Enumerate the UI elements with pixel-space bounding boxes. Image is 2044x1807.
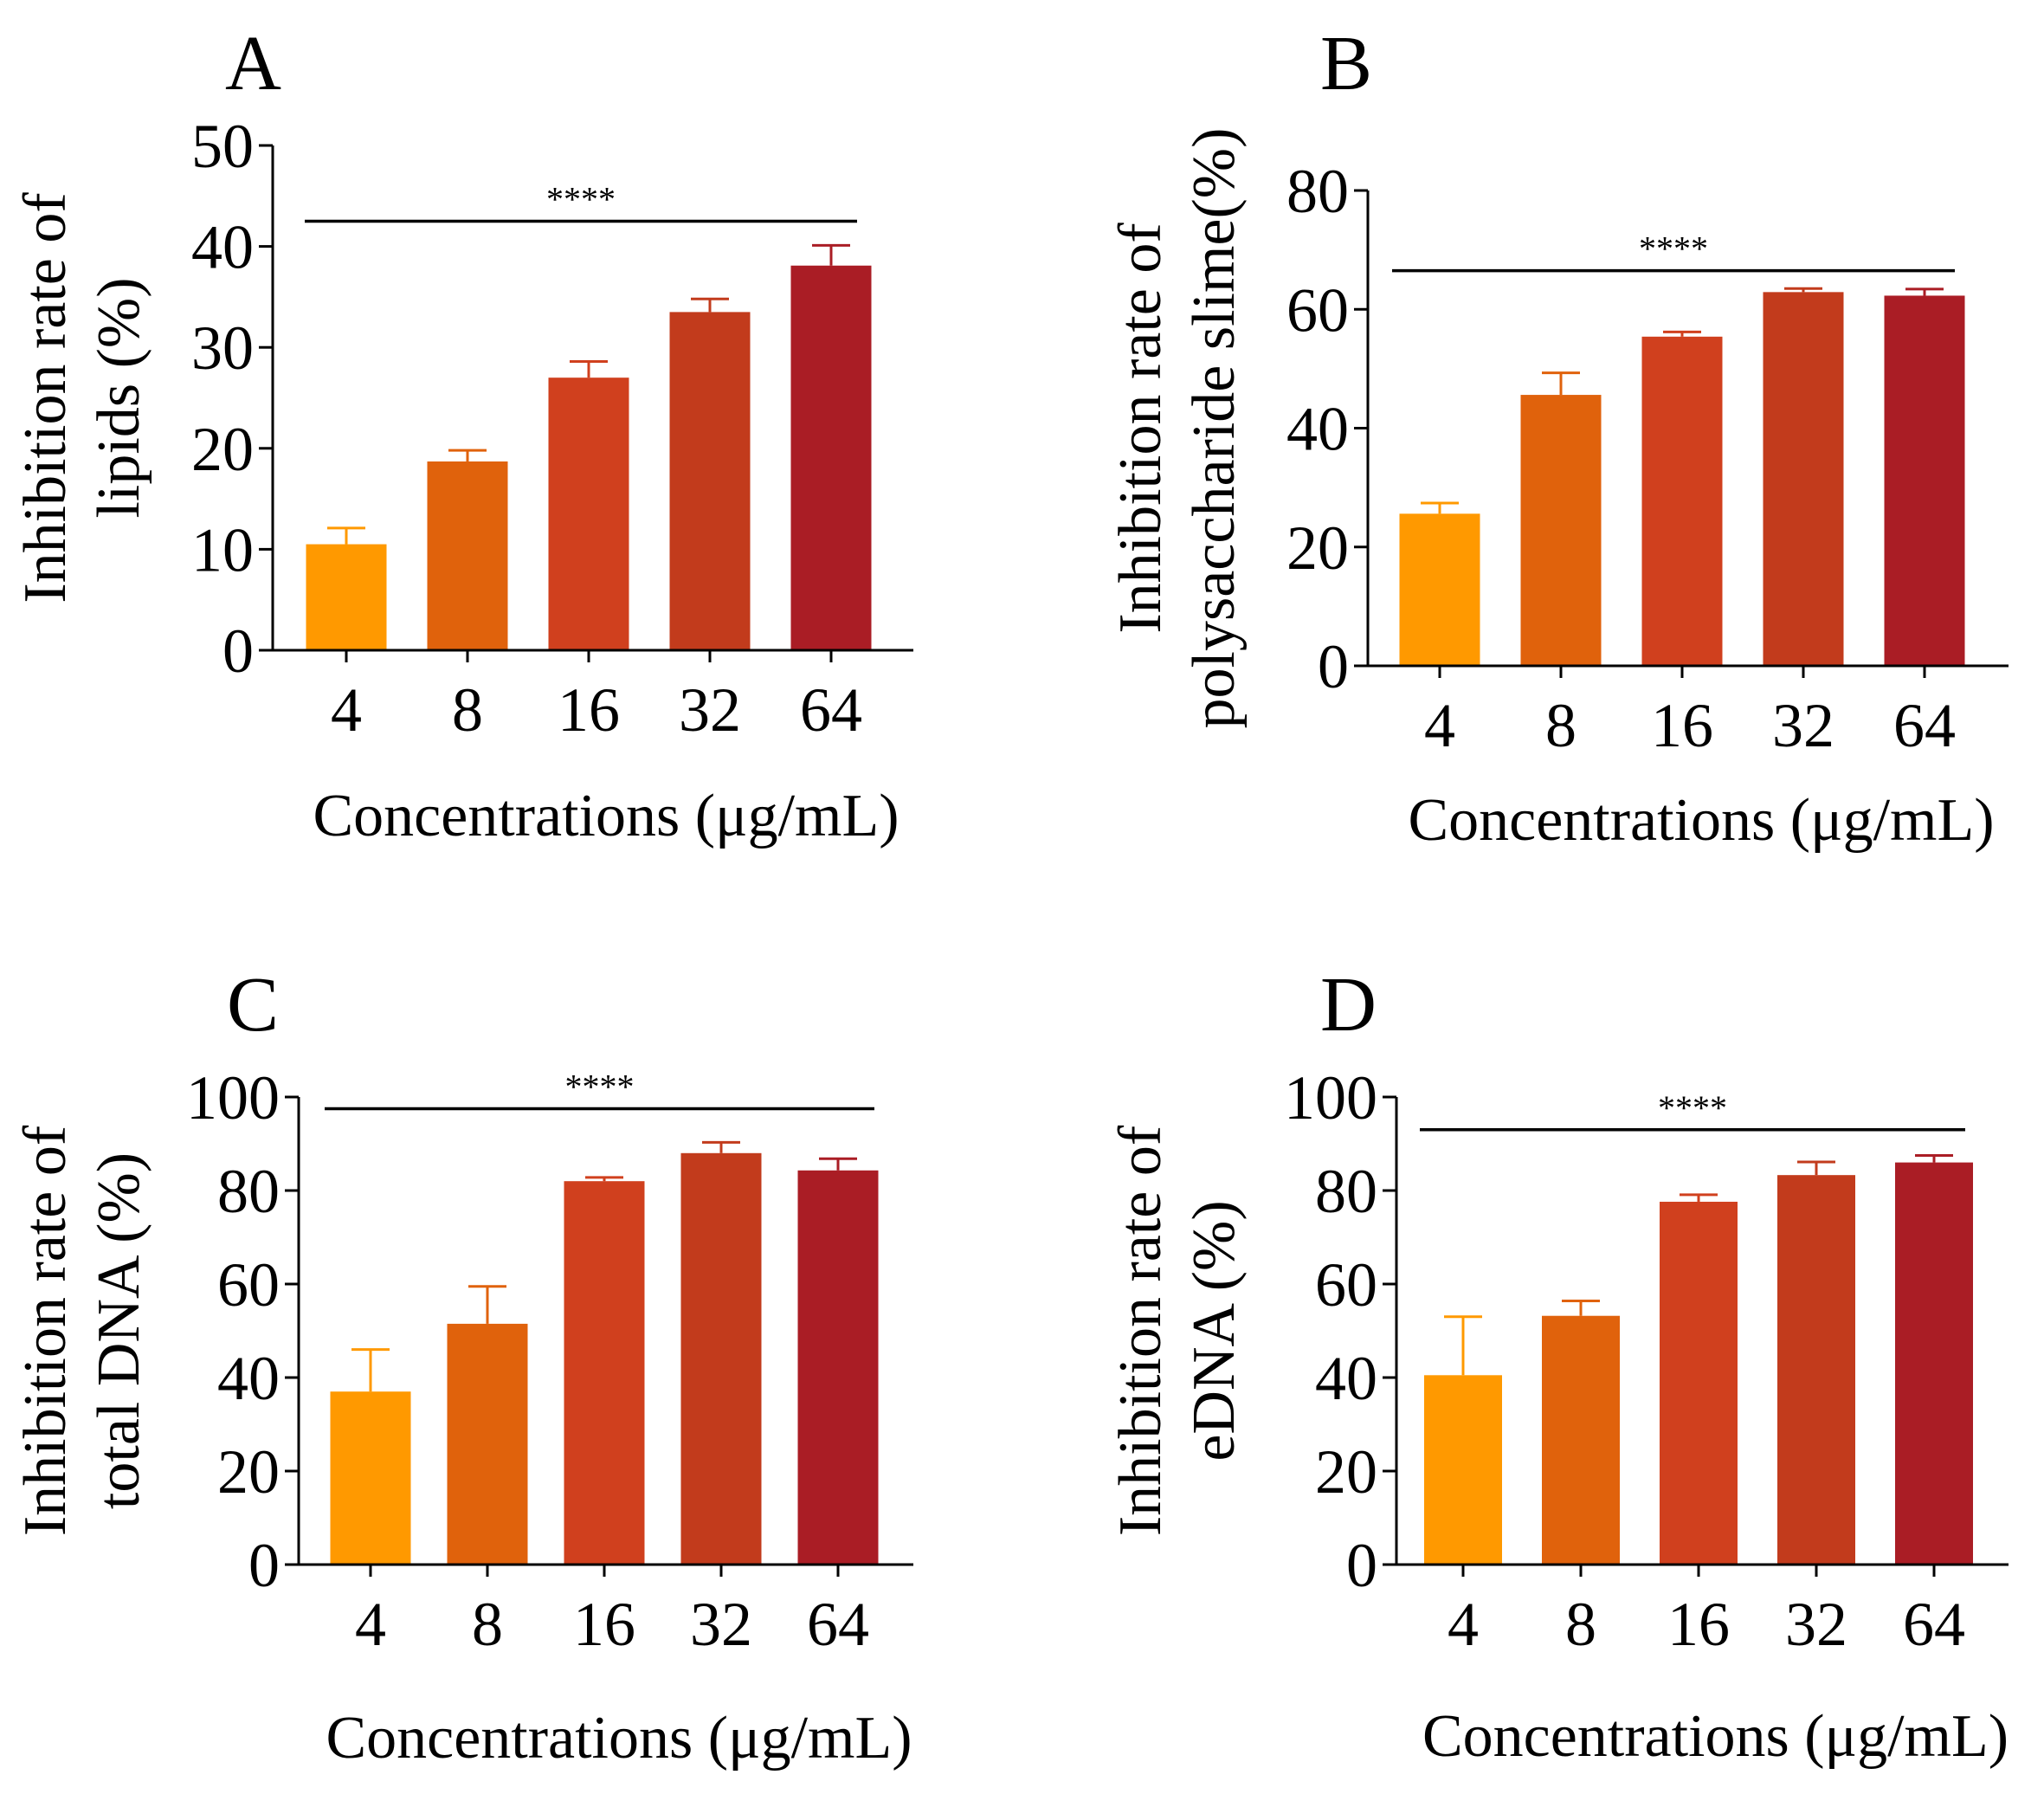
x-tick-label: 4 [1424, 691, 1455, 760]
bar [447, 1323, 528, 1565]
y-tick-label: 50 [191, 112, 254, 181]
y-tick-label: 80 [1315, 1157, 1377, 1226]
bar [1520, 395, 1602, 666]
x-tick-label: 16 [573, 1590, 635, 1659]
y-tick-label: 80 [1286, 157, 1349, 226]
y-axis-title-line: total DNA (%) [86, 1152, 152, 1509]
x-axis-title: Concentrations (μg/mL) [1422, 1703, 2009, 1770]
significance-label: **** [1639, 229, 1708, 268]
x-tick-label: 32 [690, 1590, 752, 1659]
y-axis-title-line: Inhibition rate of [1107, 223, 1174, 634]
y-tick-label: 40 [1286, 395, 1349, 464]
panel-letter: B [1320, 21, 1372, 106]
x-tick-label: 64 [1903, 1590, 1965, 1659]
y-axis-title-line: lipids (%) [86, 277, 152, 518]
bar [1542, 1315, 1620, 1565]
y-tick-label: 40 [217, 1344, 280, 1413]
panel-b: B 4 8 16 32 64 0 20 40 60 80 **** Inhibition rate of… [1107, 21, 2009, 854]
x-tick-label: 64 [800, 675, 862, 745]
x-tick-label: 4 [355, 1590, 386, 1659]
x-tick-label: 32 [679, 675, 741, 745]
y-axis-title-line: polysaccharide slime(%) [1181, 128, 1248, 729]
y-tick-label: 0 [248, 1531, 280, 1600]
significance-label: **** [1658, 1088, 1727, 1127]
y-tick-label: 0 [1318, 632, 1349, 701]
bar [330, 1391, 411, 1565]
bar [1660, 1201, 1738, 1565]
panel-letter: C [227, 962, 279, 1048]
bar [427, 461, 508, 650]
y-axis-title-line: Inhibition rate of [12, 192, 79, 603]
y-tick-label: 20 [1315, 1437, 1377, 1507]
x-tick-label: 8 [1545, 691, 1577, 760]
bar [564, 1181, 645, 1565]
y-tick-label: 60 [1315, 1250, 1377, 1320]
bar [797, 1170, 879, 1565]
x-tick-label: 32 [1785, 1590, 1847, 1659]
panel-letter: A [225, 21, 281, 106]
y-tick-label: 20 [191, 415, 254, 484]
y-axis-title-line: eDNA (%) [1181, 1200, 1248, 1461]
x-tick-label: 8 [472, 1590, 503, 1659]
x-axis-title: Concentrations (μg/mL) [313, 783, 899, 849]
bar [1895, 1162, 1973, 1565]
bar [306, 544, 387, 650]
y-tick-label: 100 [1284, 1063, 1377, 1133]
panel-letter: D [1320, 962, 1377, 1048]
bar [1763, 292, 1844, 666]
x-tick-label: 16 [1667, 1590, 1730, 1659]
bar [790, 265, 872, 650]
y-tick-label: 0 [222, 616, 254, 686]
bar [1884, 295, 1965, 666]
bar [1777, 1175, 1855, 1565]
x-tick-label: 4 [331, 675, 362, 745]
x-tick-label: 8 [452, 675, 483, 745]
y-tick-label: 30 [191, 313, 254, 383]
panel-c: C 4 8 16 32 64 0 20 40 60 80 100 **** Inhibition rate… [12, 962, 913, 1772]
x-tick-label: 16 [1651, 691, 1713, 760]
y-axis-title-line: Inhibition rate of [12, 1125, 79, 1536]
y-tick-label: 0 [1346, 1531, 1377, 1600]
y-axis-title-line: Inhibition rate of [1107, 1125, 1174, 1536]
y-tick-label: 40 [191, 213, 254, 282]
x-axis-title: Concentrations (μg/mL) [1408, 787, 1994, 854]
y-tick-label: 20 [1286, 513, 1349, 583]
significance-label: **** [565, 1068, 635, 1107]
y-tick-label: 40 [1315, 1344, 1377, 1413]
significance-label: **** [546, 179, 616, 218]
bar [669, 312, 751, 650]
x-tick-label: 8 [1565, 1590, 1596, 1659]
y-tick-label: 100 [186, 1063, 280, 1133]
y-tick-label: 80 [217, 1157, 280, 1226]
x-tick-label: 64 [807, 1590, 869, 1659]
bar [1399, 513, 1480, 666]
x-tick-label: 32 [1772, 691, 1834, 760]
bar [1424, 1375, 1502, 1565]
panel-d: D 4 8 16 32 64 0 20 40 60 80 100 **** Inhibition rate… [1107, 962, 2009, 1770]
x-tick-label: 4 [1448, 1590, 1479, 1659]
bar [680, 1152, 762, 1565]
y-tick-label: 60 [1286, 275, 1349, 345]
bar [548, 378, 629, 650]
x-tick-label: 16 [558, 675, 620, 745]
x-axis-title: Concentrations (μg/mL) [326, 1705, 912, 1772]
panel-a: A 4 8 16 32 64 0 10 20 30 40 50 **** Inhibition rate … [12, 21, 913, 849]
y-tick-label: 60 [217, 1250, 280, 1320]
bar [1641, 336, 1723, 666]
y-tick-label: 10 [191, 515, 254, 584]
y-tick-label: 20 [217, 1437, 280, 1507]
x-tick-label: 64 [1893, 691, 1956, 760]
